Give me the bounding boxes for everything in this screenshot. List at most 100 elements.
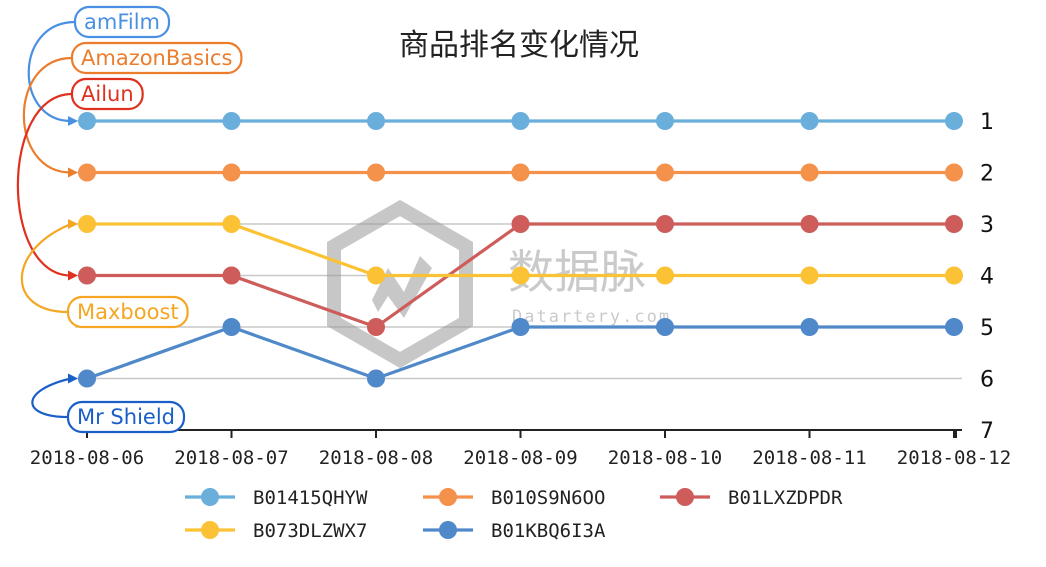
legend-item: B01415QHYW [185, 487, 368, 509]
series-B01LXZDPDR [78, 215, 963, 336]
annotation-label: AmazonBasics [81, 46, 232, 70]
watermark: 数据脉 Datartery.com [327, 199, 671, 369]
data-point [367, 163, 385, 182]
data-point [945, 318, 963, 336]
data-point [78, 369, 96, 388]
data-point [511, 163, 530, 182]
series-B01415QHYW [78, 112, 963, 130]
axis-layer: 1 2 3 4 5 6 7 2018-08-06 2018-08-07 2018-08-08 201… [30, 110, 1011, 469]
annotation-arrow [22, 56, 73, 174]
series-annotation: Ailun [16, 77, 144, 281]
legend-label: B01LXZDPDR [728, 487, 843, 509]
series-layer [78, 112, 963, 388]
watermark-subtext: Datartery.com [512, 307, 671, 327]
data-point [78, 112, 96, 130]
series-B010S9N6OO [78, 163, 963, 182]
legend-marker [439, 521, 457, 539]
legend-item: B01KBQ6I3A [423, 520, 606, 542]
data-point [800, 318, 819, 336]
data-point [945, 163, 963, 182]
annotation-arrow [27, 20, 76, 123]
data-point [222, 318, 241, 336]
data-point [222, 112, 241, 130]
legend-label: B01KBQ6I3A [491, 520, 606, 542]
arrow-head-icon [68, 270, 78, 281]
legend-marker [676, 488, 694, 506]
data-point [800, 266, 819, 285]
data-point [511, 112, 530, 130]
data-point [656, 266, 674, 285]
data-point [800, 112, 819, 130]
annotation-label: amFilm [84, 10, 160, 34]
legend-marker [201, 488, 219, 506]
x-tick-label: 2018-08-11 [752, 447, 866, 469]
arrow-head-icon [68, 116, 78, 126]
arrow-head-icon [68, 373, 78, 384]
data-point [222, 266, 241, 285]
data-point [656, 112, 674, 130]
legend-item: B010S9N6OO [423, 487, 605, 509]
data-point [800, 215, 819, 233]
y-tick-label: 3 [980, 213, 994, 238]
annotation-arrow [16, 92, 73, 277]
annotation-label: Ailun [81, 82, 134, 106]
data-point [511, 266, 530, 285]
data-point [656, 318, 674, 336]
legend-marker [439, 488, 457, 506]
y-tick-label: 4 [980, 265, 994, 290]
data-point [222, 163, 241, 182]
data-point [78, 163, 96, 182]
watermark-logo-icon [327, 199, 473, 369]
series-B073DLZWX7 [78, 215, 963, 285]
series-annotation: AmazonBasics [22, 41, 243, 178]
annotation-label: Maxboost [77, 300, 179, 324]
legend-label: B010S9N6OO [491, 487, 605, 509]
annotation-arrow [31, 377, 72, 419]
data-point [656, 163, 674, 182]
data-point [656, 215, 674, 233]
watermark-text: 数据脉 [508, 245, 646, 299]
y-tick-label: 2 [980, 162, 994, 187]
annotation-arrow [20, 222, 72, 314]
y-tick-label: 7 [980, 419, 994, 444]
x-tick-label: 2018-08-10 [608, 447, 722, 469]
data-point [800, 163, 819, 182]
legend: B01415QHYW B010S9N6OO B01LXZDPDR B073DLZWX7… [185, 487, 843, 542]
data-point [367, 318, 385, 336]
data-point [945, 266, 963, 285]
y-tick-label: 1 [980, 110, 994, 135]
y-tick-label: 5 [980, 316, 994, 341]
series-annotation: amFilm [27, 5, 171, 126]
annotation-label: Mr Shield [77, 405, 175, 429]
x-tick-label: 2018-08-09 [463, 447, 577, 469]
x-tick-label: 2018-08-06 [30, 447, 144, 469]
legend-label: B01415QHYW [253, 487, 368, 509]
data-point [367, 266, 385, 285]
arrow-head-icon [68, 167, 78, 178]
data-point [78, 266, 96, 285]
y-tick-label: 6 [980, 368, 994, 393]
series-annotation: Mr Shield [31, 373, 186, 434]
data-point [367, 369, 385, 388]
data-point [945, 215, 963, 233]
legend-item: B01LXZDPDR [660, 487, 843, 509]
data-point [511, 215, 530, 233]
arrow-head-icon [68, 219, 78, 229]
x-tick-label: 2018-08-12 [897, 447, 1011, 469]
annotation-layer: amFilm AmazonBasics Ailun Maxboost Mr Shield [16, 5, 243, 434]
data-point [945, 112, 963, 130]
legend-marker [201, 521, 219, 539]
legend-item: B073DLZWX7 [185, 520, 367, 542]
chart-title: 商品排名变化情况 [399, 28, 639, 63]
x-tick-label: 2018-08-08 [319, 447, 433, 469]
data-point [367, 112, 385, 130]
series-annotation: Maxboost [20, 219, 189, 329]
data-point [511, 318, 530, 336]
x-tick-label: 2018-08-07 [174, 447, 288, 469]
data-point [222, 215, 241, 233]
data-point [78, 215, 96, 233]
series-B01KBQ6I3A [78, 318, 963, 388]
legend-label: B073DLZWX7 [253, 520, 367, 542]
